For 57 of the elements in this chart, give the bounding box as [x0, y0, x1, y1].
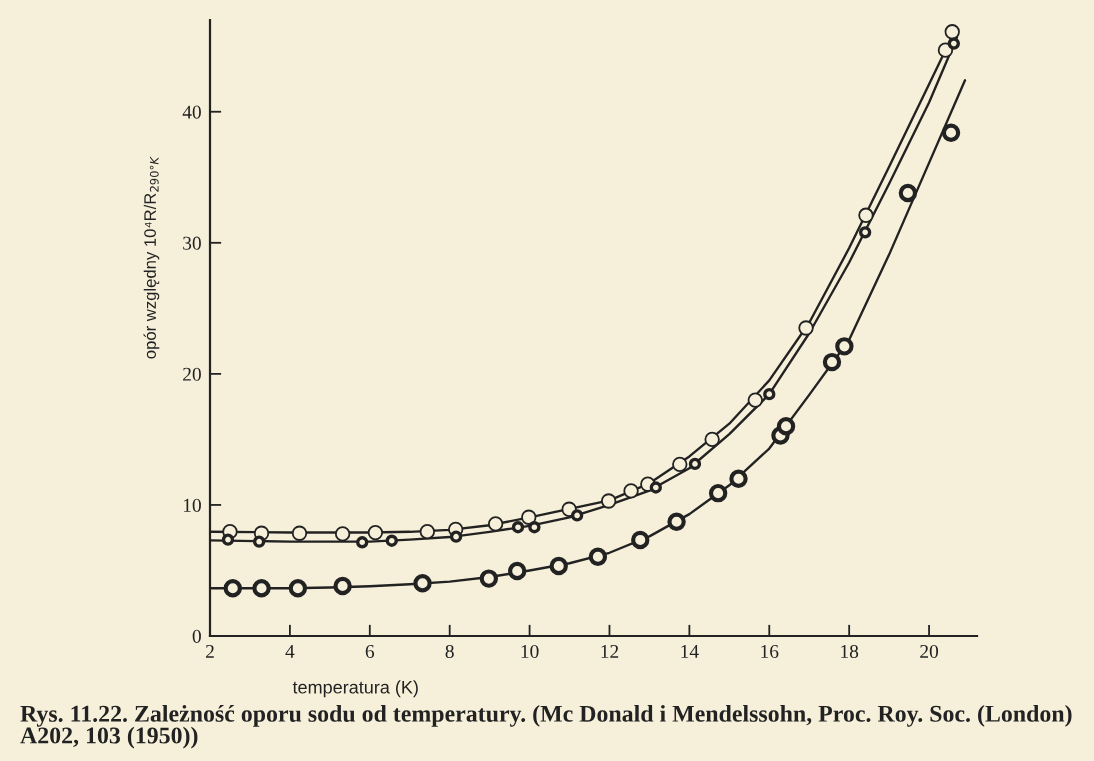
point — [252, 535, 266, 548]
x-tick-label: 12 — [601, 644, 619, 658]
point — [822, 352, 842, 372]
x-tick-label: 2 — [205, 644, 214, 658]
point — [288, 579, 308, 598]
point — [835, 337, 854, 356]
x-axis-title: temperatura (K) — [292, 680, 418, 698]
point — [776, 417, 796, 436]
x-tick-label: 6 — [365, 644, 375, 659]
x-tick-label: 16 — [761, 644, 779, 659]
x-tick-label: 18 — [841, 644, 859, 659]
point — [601, 493, 617, 509]
x-tick-label: 4 — [285, 645, 295, 658]
point — [449, 530, 463, 543]
text: Rys. 11.22. Zależność oporu sodu od temperatury. (Mc Donald i Mendelssohn, Proc. Roy. Soc. (London) A202, 103 (1950)) — [20, 705, 1072, 749]
point — [649, 481, 662, 494]
point — [858, 207, 874, 223]
point — [798, 320, 814, 336]
y-tick-label: 40 — [182, 105, 201, 119]
point — [947, 37, 960, 50]
point — [570, 509, 584, 522]
point — [941, 123, 961, 142]
point — [708, 483, 728, 503]
point — [356, 536, 369, 549]
point — [858, 226, 872, 239]
point — [479, 569, 499, 588]
point — [221, 533, 235, 546]
point — [631, 530, 650, 550]
point — [588, 547, 608, 566]
point — [507, 561, 527, 581]
x-tick-label: 8 — [445, 644, 454, 659]
y-tick-label: 20 — [183, 367, 201, 381]
point — [291, 525, 308, 541]
point — [729, 469, 748, 488]
point — [367, 524, 384, 541]
point — [667, 512, 686, 531]
point — [549, 556, 568, 576]
point — [223, 579, 242, 598]
y-tick-label: 0 — [192, 629, 201, 643]
point — [623, 483, 639, 499]
point — [672, 456, 688, 472]
point — [413, 574, 432, 593]
point — [898, 183, 918, 203]
point — [385, 534, 398, 547]
point — [763, 388, 776, 401]
point — [688, 457, 702, 471]
point — [333, 576, 352, 596]
point — [528, 521, 541, 534]
point — [334, 526, 351, 542]
point — [252, 579, 271, 598]
x-tick-label: 14 — [681, 644, 699, 658]
y-tick-label: 30 — [183, 236, 201, 250]
y-tick-label: 10 — [183, 498, 201, 512]
point — [511, 521, 525, 534]
y-axis-title: opór względny 10⁴R/R$_{290°K}$ — [143, 156, 160, 359]
x-tick-label: 10 — [521, 644, 539, 659]
x-tick-label: 20 — [920, 644, 939, 659]
